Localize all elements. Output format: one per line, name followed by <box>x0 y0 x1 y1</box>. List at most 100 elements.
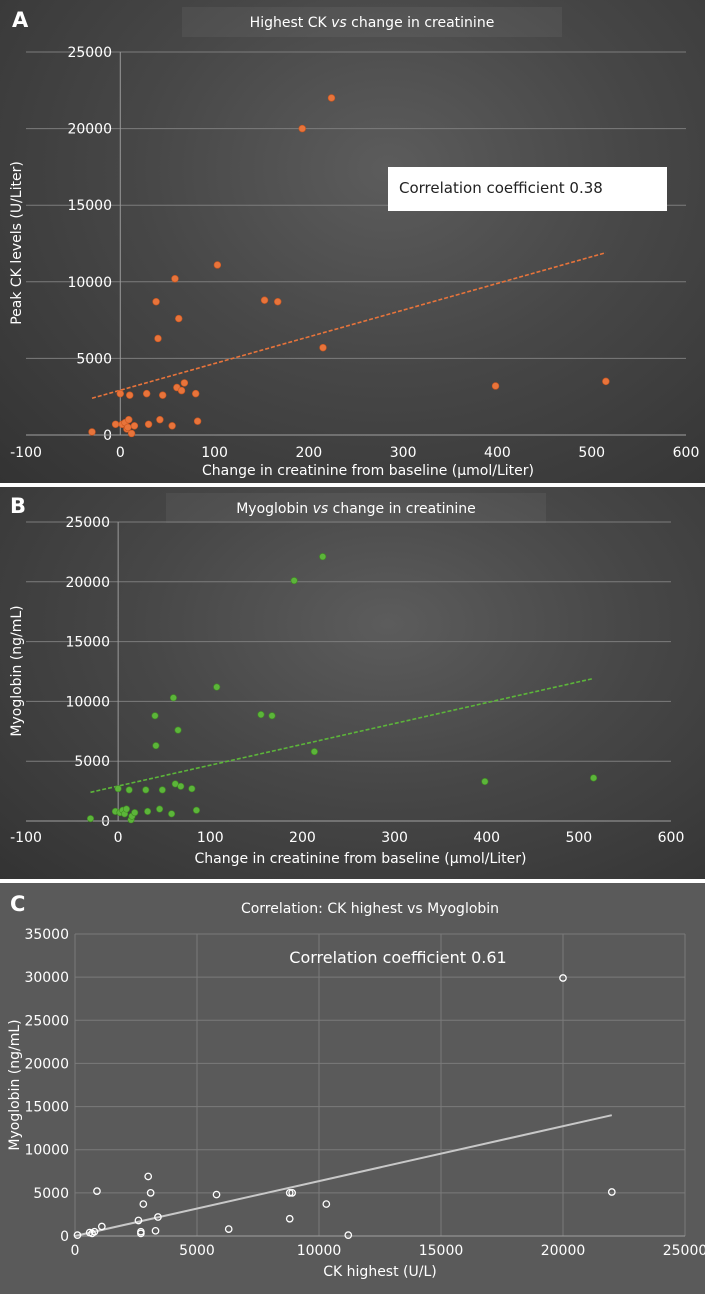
data-point <box>97 1222 106 1231</box>
x-tick-label: 300 <box>381 830 408 846</box>
y-axis-label: Myoglobin (ng/mL) <box>7 1019 23 1150</box>
y-tick-label: 5000 <box>76 351 112 367</box>
chart-title-part: change in creatinine <box>347 15 495 31</box>
y-tick-label: 0 <box>101 814 110 830</box>
data-point <box>146 1189 155 1197</box>
panel-letter: C <box>10 892 25 916</box>
x-tick-label: 300 <box>390 445 417 461</box>
data-point <box>257 711 265 719</box>
data-point <box>124 423 132 432</box>
x-tick-label: 100 <box>197 830 224 846</box>
trendline <box>90 677 593 794</box>
x-tick-label: 0 <box>114 830 123 846</box>
data-point <box>152 298 160 306</box>
y-tick-label: 10000 <box>65 694 110 710</box>
data-point <box>260 296 269 304</box>
data-point <box>192 806 200 814</box>
x-tick-label: 100 <box>201 445 228 461</box>
chart-c-svg: C Correlation: CK highest vs Myoglobin 0 50… <box>7 892 705 1280</box>
y-tick-label: 0 <box>60 1229 69 1245</box>
data-point <box>144 807 152 815</box>
chart-title-part: Highest CK <box>250 15 331 31</box>
data-point <box>139 1200 148 1208</box>
data-point <box>168 422 176 430</box>
data-point <box>88 428 96 436</box>
y-tick-label: 35000 <box>24 927 69 943</box>
x-tick-label: 200 <box>295 445 322 461</box>
y-axis-label: Peak CK levels (U/Liter) <box>9 161 25 325</box>
x-axis-label-part: Change in creatinine from baseline ( <box>202 463 457 479</box>
y-tick-label: 20000 <box>65 575 110 591</box>
correlation-annotation: Correlation coefficient 0.38 <box>399 179 603 197</box>
data-point <box>171 275 179 283</box>
data-point <box>177 386 186 395</box>
y-tick-label: 20000 <box>67 122 112 138</box>
y-tick-label: 15000 <box>24 1100 69 1116</box>
data-point <box>285 1214 294 1223</box>
y-tick-label: 10000 <box>24 1143 69 1159</box>
data-point <box>327 94 336 102</box>
x-axis-label-part: μ <box>450 851 459 867</box>
x-axis-label-part: Change in creatinine from baseline ( <box>194 851 449 867</box>
x-tick-label: 600 <box>658 830 685 846</box>
y-tick-label: 5000 <box>33 1186 69 1202</box>
data-point <box>192 389 200 398</box>
data-point <box>481 778 489 786</box>
chart-title: Correlation: CK highest vs Myoglobin <box>241 901 499 917</box>
x-tick-label: 15000 <box>419 1243 464 1259</box>
x-tick-label: 500 <box>565 830 592 846</box>
data-point <box>134 1216 143 1225</box>
chart-title: Myoglobin vs change in creatinine <box>236 501 476 517</box>
panel-letter: A <box>12 8 29 32</box>
panel-b: B Myoglobin vs change in creatinine 0 5000 1… <box>0 487 705 879</box>
y-tick-label: 25000 <box>65 515 110 531</box>
y-tick-label: 25000 <box>67 45 112 61</box>
x-axis-label-part: μ <box>457 463 466 479</box>
trendline <box>91 251 607 400</box>
x-tick-label: -100 <box>10 830 42 846</box>
panel-c: C Correlation: CK highest vs Myoglobin 0 50… <box>0 883 705 1294</box>
correlation-annotation: Correlation coefficient 0.61 <box>289 948 506 967</box>
chart-b-svg: B Myoglobin vs change in creatinine050001… <box>9 493 685 867</box>
data-point <box>602 377 610 386</box>
data-point <box>288 1189 297 1197</box>
chart-title-part: change in creatinine <box>328 501 476 517</box>
panel-a: A Highest CK vs change in creatinine 0 5000… <box>0 0 705 483</box>
data-point <box>127 429 136 438</box>
data-point <box>90 1227 99 1236</box>
title-background <box>166 493 546 523</box>
y-tick-label: 0 <box>103 428 112 444</box>
y-tick-label: 20000 <box>24 1056 69 1072</box>
chart-title: Highest CK vs change in creatinine <box>250 15 495 31</box>
y-axis-label: Myoglobin (ng/mL) <box>9 605 25 736</box>
data-point <box>177 782 185 790</box>
x-tick-label: 20000 <box>541 1243 586 1259</box>
data-point <box>174 726 182 734</box>
data-point <box>87 815 95 823</box>
x-tick-label: 600 <box>673 445 700 461</box>
chart-title-part: vs <box>331 15 347 31</box>
x-tick-label: -100 <box>10 445 42 461</box>
data-point <box>142 786 150 794</box>
title-background <box>182 7 562 37</box>
data-point <box>213 261 222 269</box>
x-tick-label: 400 <box>473 830 500 846</box>
data-point <box>344 1231 353 1239</box>
data-point <box>193 417 202 425</box>
data-point <box>73 1231 82 1239</box>
data-point <box>319 553 327 561</box>
data-point <box>156 415 164 424</box>
data-point <box>590 774 598 782</box>
data-point <box>180 379 189 387</box>
data-point <box>168 810 176 818</box>
data-point <box>130 422 139 430</box>
data-point <box>212 1190 221 1199</box>
chart-a-svg: A Highest CK vs change in creatinine 0 5000… <box>9 7 700 479</box>
data-point <box>158 786 166 794</box>
data-point <box>151 712 159 720</box>
y-tick-label: 15000 <box>67 198 112 214</box>
data-point <box>116 389 124 398</box>
y-tick-label: 15000 <box>65 635 110 651</box>
data-point <box>125 415 133 424</box>
data-point <box>142 389 151 398</box>
